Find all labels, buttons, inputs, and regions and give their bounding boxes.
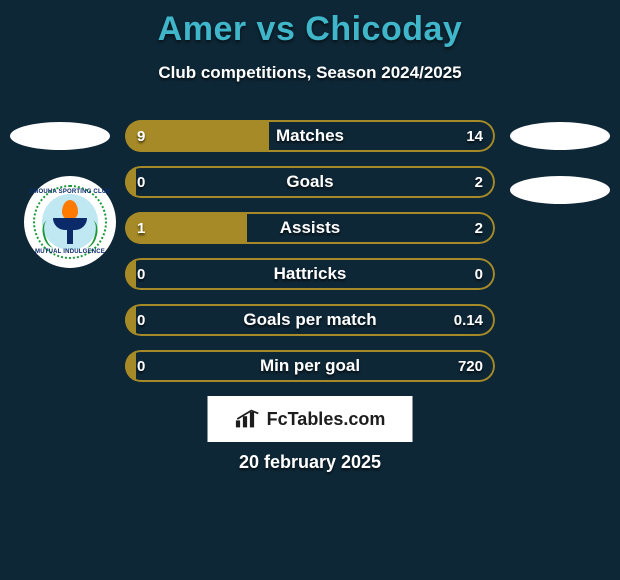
fctables-badge: FcTables.com xyxy=(208,396,413,442)
flame-icon xyxy=(62,200,78,220)
badge-outer: SMOUHA SPORTING CLUB MUTUAL INDULGENCE xyxy=(24,176,116,268)
stat-label: Hattricks xyxy=(125,258,495,290)
subtitle: Club competitions, Season 2024/2025 xyxy=(0,63,620,83)
badge-text-bottom: MUTUAL INDULGENCE xyxy=(27,249,113,255)
stat-value-right: 14 xyxy=(454,120,495,152)
fctables-text: FcTables.com xyxy=(267,409,386,430)
stat-value-right: 2 xyxy=(463,212,495,244)
stat-value-right: 720 xyxy=(446,350,495,382)
placeholder-right-2 xyxy=(510,176,610,204)
stats-bars: Matches914Goals02Assists12Hattricks00Goa… xyxy=(110,120,510,396)
fctables-logo-icon xyxy=(235,408,263,430)
stat-value-left: 0 xyxy=(125,258,157,290)
stat-label: Matches xyxy=(125,120,495,152)
stat-row: Hattricks0 0 xyxy=(125,258,495,290)
stat-label: Assists xyxy=(125,212,495,244)
page: Amer vs Chicoday Club competitions, Seas… xyxy=(0,0,620,580)
stat-row: Min per goal0 720 xyxy=(125,350,495,382)
stat-label: Goals xyxy=(125,166,495,198)
stat-value-left: 0 xyxy=(125,166,157,198)
stat-label: Min per goal xyxy=(125,350,495,382)
stat-value-right: 0 xyxy=(463,258,495,290)
stat-row: Assists1 2 xyxy=(125,212,495,244)
stat-row: Goals0 2 xyxy=(125,166,495,198)
placeholder-right-1 xyxy=(510,122,610,150)
placeholder-left-1 xyxy=(10,122,110,150)
page-title: Amer vs Chicoday xyxy=(0,0,620,49)
club-badge: SMOUHA SPORTING CLUB MUTUAL INDULGENCE xyxy=(20,176,120,268)
stat-label: Goals per match xyxy=(125,304,495,336)
stat-value-left: 9 xyxy=(125,120,157,152)
stat-value-left: 0 xyxy=(125,350,157,382)
stat-value-left: 0 xyxy=(125,304,157,336)
stat-row: Goals per match0 0.14 xyxy=(125,304,495,336)
badge-text-top: SMOUHA SPORTING CLUB xyxy=(27,189,113,195)
date-text: 20 february 2025 xyxy=(0,452,620,473)
stat-value-right: 0.14 xyxy=(442,304,495,336)
stat-value-right: 2 xyxy=(463,166,495,198)
stat-row: Matches9 14 xyxy=(125,120,495,152)
stat-value-left: 1 xyxy=(125,212,157,244)
torch-stem xyxy=(67,230,73,244)
